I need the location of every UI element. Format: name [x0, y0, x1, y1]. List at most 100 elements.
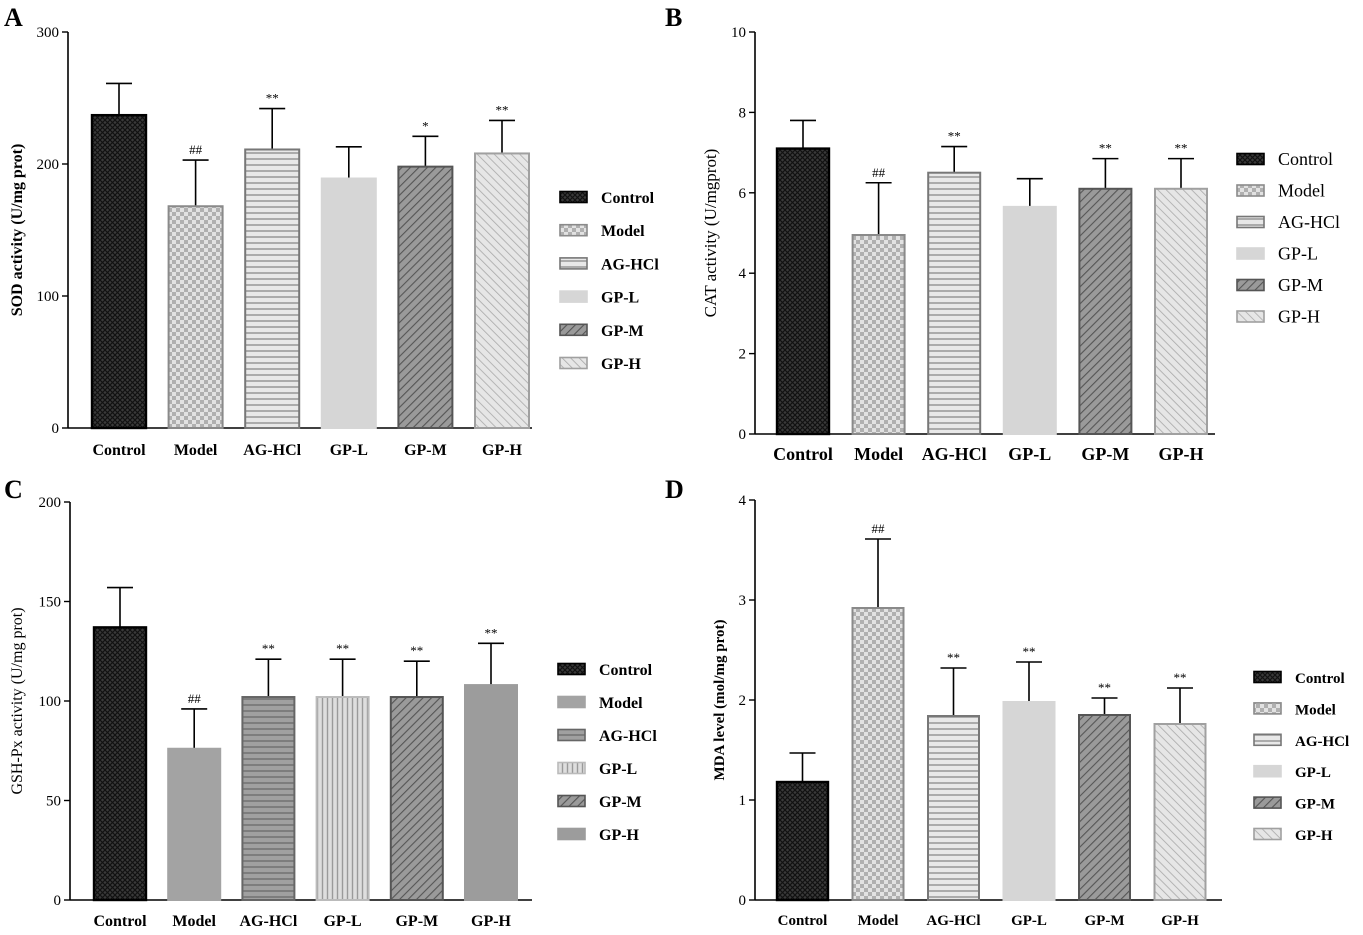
bar-control — [92, 626, 148, 902]
y-tick-label: 50 — [46, 794, 61, 810]
significance-mark: * — [422, 118, 429, 133]
legend-label: Model — [1295, 702, 1336, 718]
legend-swatch — [1253, 764, 1282, 778]
significance-mark: ** — [1099, 141, 1112, 156]
legend-swatch — [1236, 152, 1265, 166]
category-label: GP-M — [1085, 913, 1125, 929]
panel-a: A 0 100 200 300 SOD activity (U/mg prot) Contr… — [4, 3, 659, 459]
legend-label: AG-HCl — [1278, 212, 1340, 232]
significance-mark: ** — [947, 650, 960, 665]
legend-swatch — [557, 761, 586, 775]
legend-label: GP-M — [1295, 797, 1335, 813]
y-tick-label: 8 — [739, 105, 747, 121]
legend-label: GP-L — [601, 290, 639, 307]
y-tick-label: 100 — [37, 289, 60, 305]
legend-swatch — [1253, 670, 1282, 684]
significance-mark: ## — [189, 142, 203, 157]
category-label: GP-L — [323, 913, 361, 930]
category-label: GP-H — [1161, 913, 1199, 929]
y-tick-label: 300 — [37, 25, 60, 41]
category-label: Control — [773, 444, 833, 464]
legend-swatch — [1253, 733, 1282, 747]
legend-label: Control — [1278, 149, 1333, 169]
category-label: AG-HCl — [926, 913, 980, 929]
y-tick-label: 2 — [739, 347, 747, 363]
bar-control — [775, 147, 831, 436]
legend-swatch — [559, 257, 588, 270]
legend-swatch — [1236, 310, 1265, 323]
legend-swatch — [1236, 184, 1265, 197]
category-label: Model — [172, 913, 216, 930]
bar-gp-m — [1078, 187, 1133, 435]
significance-mark: ** — [948, 129, 961, 144]
category-label: GP-L — [330, 442, 368, 459]
bar-ag-hcl — [241, 696, 296, 902]
panel-label: C — [4, 475, 23, 504]
y-tick-label: 2 — [739, 693, 747, 709]
category-label: GP-M — [1081, 444, 1129, 464]
bar-gp-l — [315, 696, 370, 902]
y-tick-label: 200 — [37, 157, 60, 173]
category-label: AG-HCl — [240, 913, 298, 930]
legend-label: AG-HCl — [601, 256, 659, 273]
legend-label: AG-HCl — [1295, 734, 1349, 750]
legend-swatch — [1236, 215, 1265, 229]
panel-d: D 0 1 2 3 4 MDA level (mol/mg prot) Control ## Mo… — [665, 475, 1349, 929]
legend-label: Model — [1278, 181, 1325, 201]
bar-control — [775, 780, 830, 902]
category-label: GP-L — [1011, 913, 1047, 929]
category-label: GP-M — [404, 442, 447, 459]
legend-label: GP-M — [599, 794, 642, 811]
legend-swatch — [1253, 827, 1282, 841]
legend-swatch — [1236, 278, 1265, 292]
category-label: GP-H — [482, 442, 523, 459]
bar-model — [851, 607, 905, 901]
significance-mark: ** — [262, 641, 275, 656]
significance-mark: ** — [496, 102, 509, 117]
significance-mark: ** — [1174, 670, 1187, 685]
legend-label: AG-HCl — [599, 728, 657, 745]
bar-gp-h — [464, 684, 518, 902]
legend-label: GP-L — [1278, 244, 1318, 264]
legend-swatch — [557, 728, 586, 742]
bar-ag-hcl — [244, 148, 301, 429]
bar-gp-h — [1153, 723, 1207, 901]
bar-gp-h — [474, 152, 530, 429]
legend-label: Control — [601, 190, 655, 207]
y-tick-label: 150 — [39, 595, 62, 611]
significance-mark: ** — [485, 625, 498, 640]
significance-mark: ** — [1023, 644, 1036, 659]
category-label: GP-L — [1008, 444, 1051, 464]
category-label: Control — [92, 442, 146, 459]
category-label: AG-HCl — [243, 442, 301, 459]
bar-gp-l — [1002, 205, 1057, 435]
y-tick-label: 6 — [739, 186, 747, 202]
y-axis-title: CAT activity (U/mgprot) — [701, 149, 720, 318]
bar-gp-l — [1002, 701, 1056, 901]
category-label: Control — [778, 913, 828, 929]
legend-label: GP-L — [1295, 765, 1331, 781]
category-label: GP-M — [395, 913, 438, 930]
y-axis-title: GSH-Px activity (U/mg prot) — [9, 607, 26, 794]
y-tick-label: 0 — [52, 421, 60, 437]
bar-gp-m — [1078, 714, 1131, 901]
y-tick-label: 4 — [739, 266, 747, 282]
panel-label: B — [665, 3, 682, 32]
bar-model — [167, 205, 224, 429]
legend-label: Control — [1295, 671, 1345, 687]
legend-label: Model — [599, 695, 643, 712]
y-tick-label: 1 — [739, 793, 747, 809]
legend-label: Control — [599, 662, 653, 679]
significance-mark: ** — [1098, 680, 1111, 695]
significance-mark: ## — [872, 521, 886, 536]
legend-label: GP-H — [601, 356, 642, 373]
category-label: Model — [854, 444, 903, 464]
significance-mark: ## — [872, 165, 886, 180]
category-label: Model — [858, 913, 899, 929]
panel-label: D — [665, 475, 684, 504]
legend-label: GP-H — [1295, 828, 1333, 844]
bar-ag-hcl — [927, 171, 982, 435]
y-tick-label: 100 — [39, 694, 62, 710]
legend-swatch — [1253, 796, 1282, 809]
